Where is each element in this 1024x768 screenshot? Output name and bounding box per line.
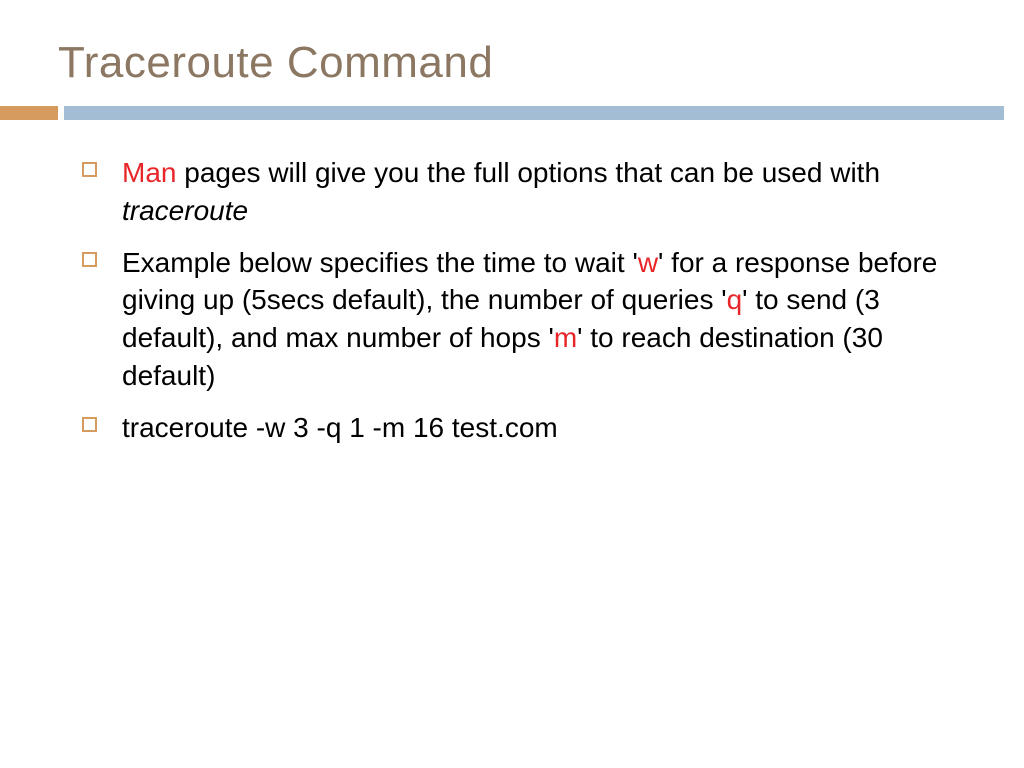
text-run: Example below specifies the time to wait… [122,247,638,278]
accent-blue [64,106,1004,120]
highlight-text: m [554,322,577,353]
bullet-text: traceroute -w 3 -q 1 -m 16 test.com [122,412,558,443]
bullet-item: Man pages will give you the full options… [82,154,974,230]
text-run: pages will give you the full options tha… [176,157,880,188]
bullet-item: Example below specifies the time to wait… [82,244,974,395]
highlight-text: q [727,284,743,315]
accent-orange [0,106,58,120]
bullet-marker-icon [82,162,97,177]
bullet-marker-icon [82,252,97,267]
bullet-text: Man pages will give you the full options… [122,157,880,226]
highlight-text: Man [122,157,176,188]
slide-title: Traceroute Command [0,0,1024,106]
bullet-text: Example below specifies the time to wait… [122,247,937,391]
slide-body: Man pages will give you the full options… [0,120,1024,447]
bullet-marker-icon [82,417,97,432]
accent-bar [0,106,1024,120]
text-run: traceroute -w 3 -q 1 -m 16 test.com [122,412,558,443]
highlight-text: w [638,247,658,278]
italic-text: traceroute [122,195,248,226]
bullet-item: traceroute -w 3 -q 1 -m 16 test.com [82,409,974,447]
